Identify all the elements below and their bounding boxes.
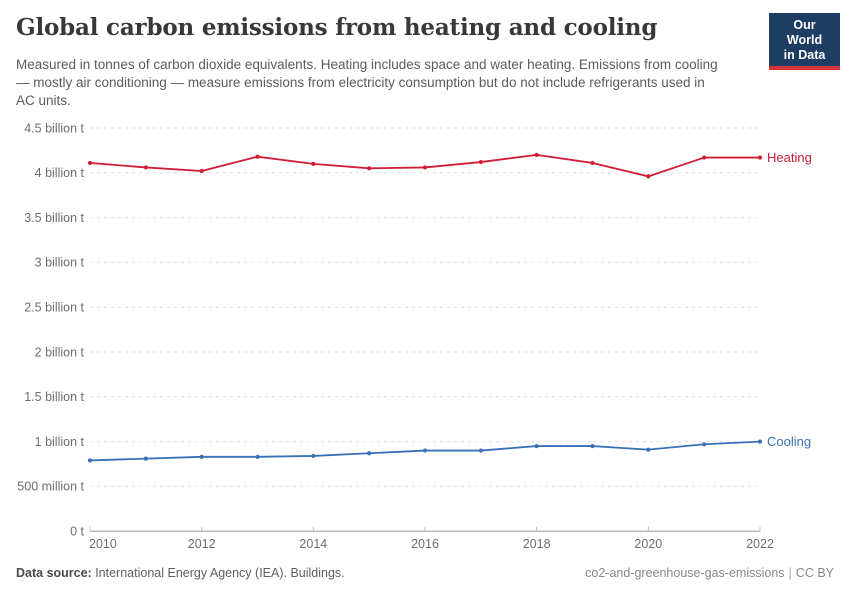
data-point-heating[interactable] (757, 155, 763, 160)
x-tick-label: 2020 (634, 537, 662, 551)
x-tick-label: 2018 (523, 537, 551, 551)
data-point-heating[interactable] (255, 154, 260, 159)
legend-label-cooling[interactable]: Cooling (767, 434, 811, 449)
y-tick-label: 2.5 billion t (24, 301, 84, 315)
data-point-cooling[interactable] (702, 442, 707, 447)
owid-logo[interactable]: Our World in Data (769, 13, 840, 71)
y-tick-label: 4.5 billion t (24, 121, 84, 135)
y-tick-label: 1 billion t (35, 435, 85, 449)
owid-logo-line2: in Data (783, 47, 826, 62)
license-link[interactable]: CC BY (795, 566, 834, 580)
data-point-heating[interactable] (87, 160, 93, 166)
footer-separator: | (788, 566, 792, 580)
emissions-line-chart[interactable]: 4.5 billion t 4 billion t 3.5 billion t 3 b… (0, 115, 850, 563)
data-point-cooling[interactable] (143, 456, 148, 461)
data-point-cooling[interactable] (646, 447, 651, 452)
x-tick-label: 2022 (746, 537, 774, 551)
dataset-slug-link[interactable]: co2-and-greenhouse-gas-emissions (585, 566, 785, 580)
y-tick-label: 1.5 billion t (24, 390, 84, 404)
data-point-cooling[interactable] (87, 458, 93, 463)
page-title: Global carbon emissions from heating and… (16, 14, 658, 41)
legend-label-heating[interactable]: Heating (767, 150, 812, 165)
data-point-heating[interactable] (478, 159, 483, 165)
y-tick-label: 0 t (70, 525, 84, 539)
owid-logo-line1: Our World (786, 18, 823, 47)
data-point-cooling[interactable] (199, 454, 204, 459)
x-tick-label: 2014 (299, 537, 327, 551)
data-point-cooling[interactable] (422, 448, 428, 453)
y-tick-label: 3 billion t (35, 256, 85, 270)
data-source-label: Data source: (16, 566, 92, 580)
chart-footer: Data source: International Energy Agency… (16, 566, 834, 580)
data-point-heating[interactable] (590, 160, 595, 166)
data-point-cooling[interactable] (478, 448, 483, 453)
data-point-cooling[interactable] (757, 439, 763, 444)
x-tick-label: 2012 (188, 537, 216, 551)
data-point-heating[interactable] (143, 165, 148, 170)
data-point-cooling[interactable] (311, 453, 316, 459)
data-point-cooling[interactable] (367, 451, 372, 456)
data-point-heating[interactable] (367, 166, 372, 171)
data-point-heating[interactable] (646, 174, 651, 179)
x-tick-label: 2016 (411, 537, 439, 551)
footer-links: co2-and-greenhouse-gas-emissions | CC BY (585, 566, 834, 580)
data-point-heating[interactable] (311, 161, 316, 166)
chart-subtitle: Measured in tonnes of carbon dioxide equ… (16, 57, 718, 108)
data-point-cooling[interactable] (534, 443, 539, 449)
data-point-heating[interactable] (422, 165, 428, 170)
y-tick-label: 2 billion t (35, 345, 85, 359)
y-tick-label: 3.5 billion t (24, 211, 84, 225)
data-point-cooling[interactable] (255, 454, 260, 459)
data-point-heating[interactable] (534, 152, 539, 157)
data-point-heating[interactable] (702, 155, 707, 160)
data-source: Data source: International Energy Agency… (16, 566, 345, 580)
y-tick-label: 500 million t (17, 480, 84, 494)
data-point-cooling[interactable] (590, 443, 595, 449)
data-source-text: International Energy Agency (IEA). Build… (91, 566, 345, 580)
y-tick-label: 4 billion t (35, 166, 85, 180)
data-point-heating[interactable] (199, 168, 204, 174)
x-tick-label: 2010 (89, 537, 117, 551)
